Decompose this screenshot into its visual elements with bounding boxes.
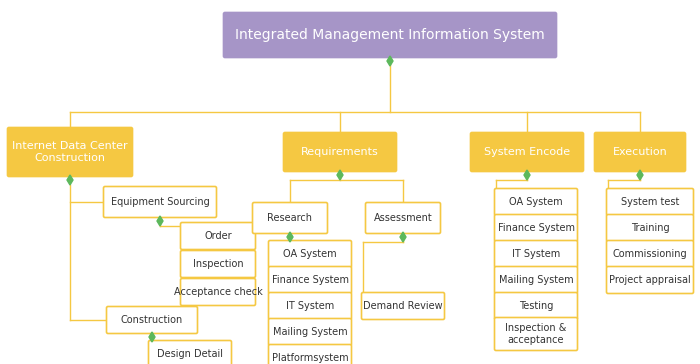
FancyBboxPatch shape [181,250,256,277]
FancyBboxPatch shape [494,293,578,320]
Text: Finance System: Finance System [498,223,575,233]
FancyBboxPatch shape [606,266,694,293]
Text: Internet Data Center
Construction: Internet Data Center Construction [12,141,128,163]
FancyBboxPatch shape [269,241,351,268]
FancyBboxPatch shape [253,202,328,233]
FancyBboxPatch shape [181,222,256,249]
Text: Construction: Construction [121,315,183,325]
FancyBboxPatch shape [269,293,351,320]
Text: Platformsystem: Platformsystem [272,353,349,363]
FancyBboxPatch shape [365,202,440,233]
Text: Finance System: Finance System [272,275,349,285]
Polygon shape [400,232,406,242]
Text: Inspection &
acceptance: Inspection & acceptance [505,323,567,345]
FancyBboxPatch shape [494,266,578,293]
FancyBboxPatch shape [606,214,694,241]
FancyBboxPatch shape [269,344,351,364]
Polygon shape [337,170,343,180]
Text: Demand Review: Demand Review [363,301,443,311]
Polygon shape [149,332,155,342]
Text: OA System: OA System [284,249,337,259]
FancyBboxPatch shape [181,278,256,305]
FancyBboxPatch shape [494,189,578,215]
Text: Order: Order [204,231,232,241]
FancyBboxPatch shape [494,317,578,351]
Text: Research: Research [267,213,312,223]
Text: Commissioning: Commissioning [612,249,687,259]
Text: Training: Training [631,223,669,233]
FancyBboxPatch shape [104,186,216,218]
Text: Equipment Sourcing: Equipment Sourcing [111,197,209,207]
FancyBboxPatch shape [106,306,197,333]
FancyBboxPatch shape [606,241,694,268]
Polygon shape [637,170,643,180]
Text: Execution: Execution [612,147,667,157]
FancyBboxPatch shape [494,214,578,241]
Polygon shape [287,232,293,242]
FancyBboxPatch shape [494,241,578,268]
FancyBboxPatch shape [148,340,232,364]
FancyBboxPatch shape [269,266,351,293]
FancyBboxPatch shape [470,132,584,171]
Text: Mailing System: Mailing System [498,275,573,285]
Polygon shape [387,56,393,66]
Text: Inspection: Inspection [193,259,244,269]
FancyBboxPatch shape [8,127,132,177]
Text: OA System: OA System [509,197,563,207]
FancyBboxPatch shape [606,189,694,215]
Polygon shape [157,216,163,226]
Text: Mailing System: Mailing System [273,327,347,337]
Text: IT System: IT System [512,249,560,259]
Text: IT System: IT System [286,301,334,311]
Text: Requirements: Requirements [301,147,379,157]
Text: Assessment: Assessment [374,213,433,223]
Text: Design Detail: Design Detail [157,349,223,359]
Text: Testing: Testing [519,301,553,311]
Text: Integrated Management Information System: Integrated Management Information System [235,28,545,42]
Text: Project appraisal: Project appraisal [609,275,691,285]
Text: System Encode: System Encode [484,147,570,157]
FancyBboxPatch shape [223,12,556,58]
FancyBboxPatch shape [269,318,351,345]
FancyBboxPatch shape [361,293,444,320]
Text: Acceptance check: Acceptance check [174,287,262,297]
FancyBboxPatch shape [594,132,685,171]
Polygon shape [524,170,530,180]
FancyBboxPatch shape [284,132,396,171]
Text: System test: System test [621,197,679,207]
Polygon shape [67,175,73,185]
